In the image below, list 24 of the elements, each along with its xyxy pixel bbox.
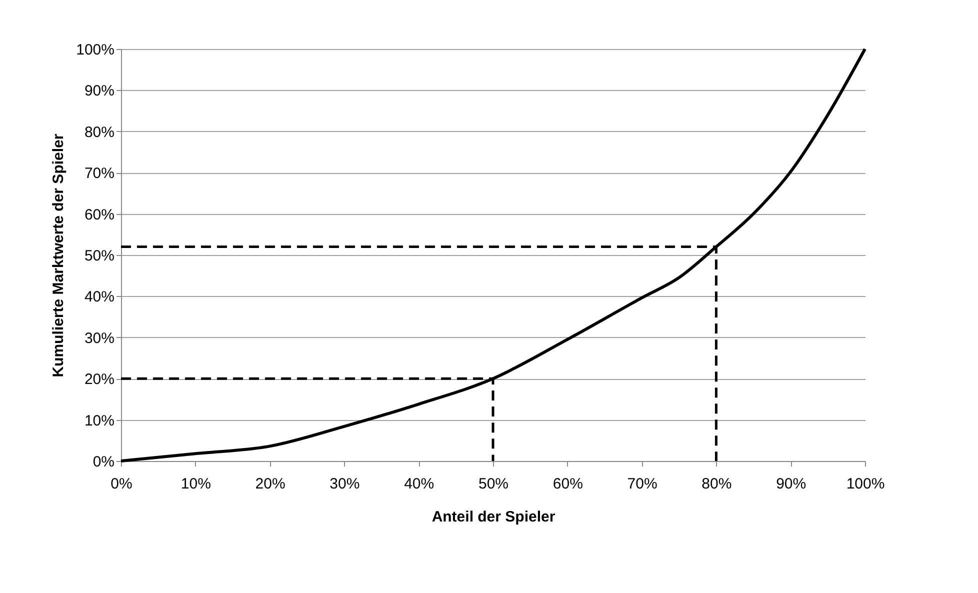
y-tick-label: 100% [76,42,114,58]
y-tick-label: 50% [84,248,114,264]
y-tick-label: 0% [92,454,114,470]
y-tick-label: 20% [84,371,114,388]
x-tick-label: 80% [702,476,732,492]
x-tick-label: 100% [846,476,885,492]
y-tick-label: 90% [84,82,114,100]
y-tick-label: 40% [84,288,114,306]
x-axis-title: Anteil der Spieler [432,508,556,526]
x-tick-label: 50% [478,476,509,492]
x-tick-label: 40% [404,476,434,492]
y-tick-label: 30% [84,330,114,347]
y-tick-label: 70% [84,165,114,182]
y-tick-label: 80% [84,124,114,141]
x-tick-label: 0% [110,476,132,492]
x-tick-label: 90% [776,476,806,492]
y-tick-label: 60% [84,206,114,224]
x-tick-label: 30% [330,476,360,492]
x-tick-label: 60% [552,476,583,492]
x-tick-label: 70% [627,476,658,492]
x-tick-label: 20% [255,476,286,492]
x-tick-label: 10% [180,476,211,492]
y-tick-label: 10% [84,412,114,430]
y-axis-title: Kumulierte Marktwerte der Spieler [50,134,68,378]
